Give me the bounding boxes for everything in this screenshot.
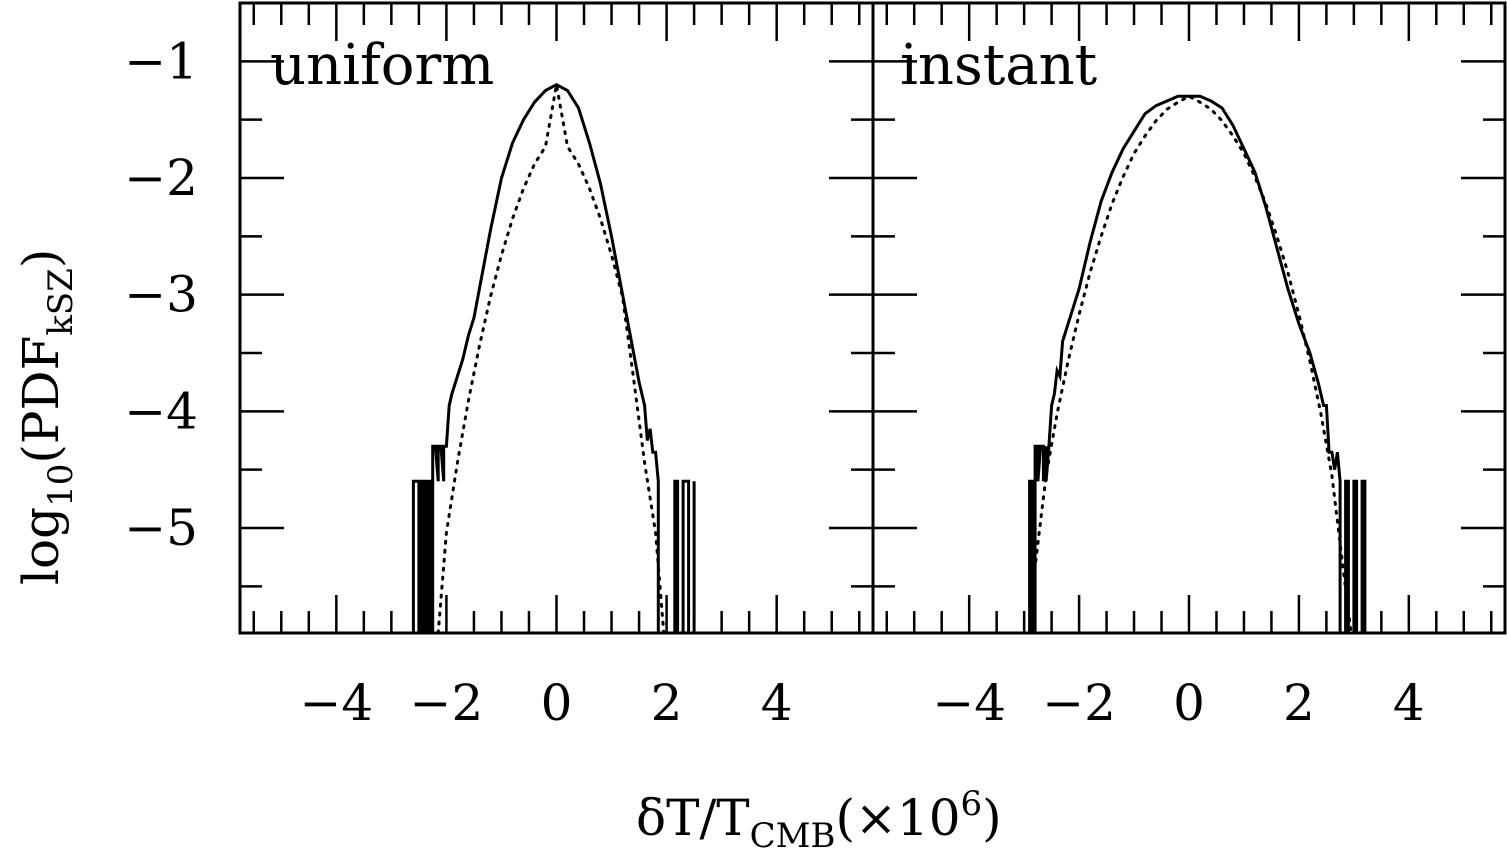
tick-labels: −4 −2 0 2 4 −1 −2 −3 −4 −5 −4 −2 0 2 4 [124, 32, 1424, 732]
x-tick-label-instant: 2 [1283, 674, 1315, 732]
x-label-sup-6: 6 [961, 784, 983, 824]
y-tick-label: −4 [124, 382, 198, 440]
data-curves [411, 83, 1367, 633]
x-tick-label-uniform: −2 [410, 674, 484, 732]
axis-ticks [240, 1, 1505, 633]
x-tick-label-instant: 4 [1393, 674, 1425, 732]
x-label-times: (×10 [835, 789, 960, 847]
x-label-delta: δT/T [636, 789, 750, 847]
pdf-curve-uniform [411, 83, 696, 633]
y-label-log: log [12, 507, 70, 585]
x-tick-label-uniform: −4 [299, 674, 373, 732]
y-axis-label: log10(PDFkSZ) [12, 249, 81, 585]
gaussian-fit-curve-instant [1028, 94, 1353, 633]
y-tick-label: −1 [124, 32, 198, 90]
x-label-close: ) [982, 789, 1002, 847]
y-tick-label: −2 [124, 149, 198, 207]
y-tick-label: −3 [124, 266, 198, 324]
pdf-curve-instant [1028, 94, 1367, 633]
panel-label-instant: instant [900, 33, 1098, 98]
x-axis-label: δT/TCMB(×106) [636, 784, 1002, 852]
x-tick-label-uniform: 4 [761, 674, 793, 732]
x-tick-label-instant: 0 [1173, 674, 1205, 732]
panel-label-uniform: uniform [270, 33, 494, 98]
y-label-close: ) [12, 249, 70, 269]
x-tick-label-instant: −2 [1042, 674, 1116, 732]
x-tick-label-uniform: 0 [541, 674, 573, 732]
gaussian-fit-curve-uniform [436, 84, 666, 633]
x-tick-label-instant: −4 [932, 674, 1006, 732]
y-label-sub-10: 10 [41, 464, 81, 507]
y-label-pdf: (PDF [12, 336, 70, 464]
x-label-sub-cmb: CMB [750, 816, 836, 852]
x-tick-label-uniform: 2 [651, 674, 683, 732]
y-tick-label: −5 [124, 499, 198, 557]
y-label-sub-ksz: kSZ [41, 268, 81, 336]
